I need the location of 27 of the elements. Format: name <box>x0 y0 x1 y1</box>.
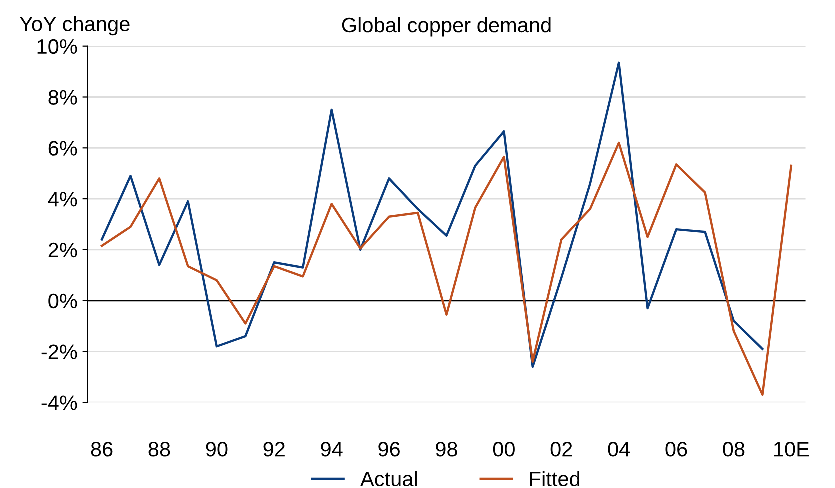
y-tick-label: 8% <box>48 90 78 106</box>
x-tick-label: 96 <box>378 442 400 457</box>
x-tick-label: 90 <box>206 442 228 457</box>
y-axis-title: YoY change <box>20 16 130 36</box>
x-tick-label: 92 <box>264 442 285 457</box>
x-tick-label: 04 <box>608 442 630 457</box>
x-tick-label: 10E <box>774 442 810 457</box>
y-tick-label: 2% <box>48 242 78 258</box>
y-tick-label: 10% <box>38 39 78 54</box>
y-tick-label: 0% <box>48 294 78 309</box>
x-tick-label: 02 <box>550 442 572 457</box>
line-series <box>100 62 764 368</box>
legend-label: Actual <box>360 471 417 487</box>
y-tick-label: -4% <box>42 396 78 410</box>
y-tick-label: 4% <box>48 192 78 207</box>
y-tick-label: 6% <box>48 141 78 156</box>
x-tick-label: 94 <box>321 442 343 457</box>
x-tick-label: 88 <box>148 442 170 457</box>
chart-title: Global copper demand <box>342 17 551 37</box>
y-tick-label: -2% <box>42 344 78 360</box>
x-tick-label: 06 <box>666 442 688 457</box>
x-tick-label: 86 <box>91 442 113 457</box>
x-tick-label: 98 <box>436 442 458 457</box>
x-tick-label: 00 <box>493 442 515 457</box>
line-series <box>100 142 793 396</box>
legend-label: Fitted <box>530 471 580 487</box>
x-tick-label: 08 <box>723 442 745 457</box>
